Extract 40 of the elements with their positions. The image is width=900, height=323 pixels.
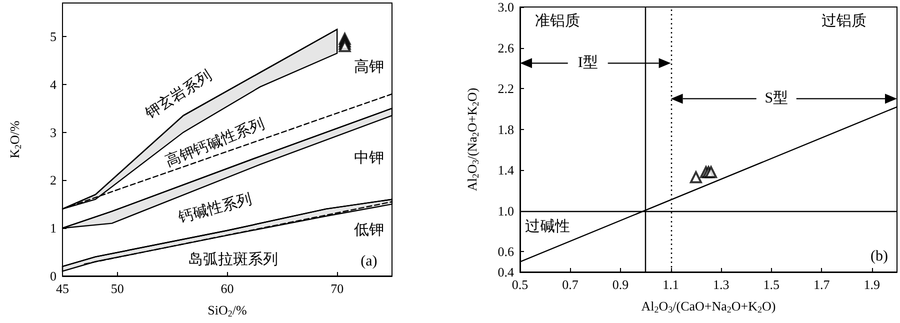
x-tick-label: 0.5	[512, 277, 528, 292]
annotation: (a)	[360, 254, 378, 270]
y-tick-label: 3.0	[498, 0, 514, 14]
x-tick-label: 45	[56, 281, 69, 296]
annotation: 低钾	[354, 222, 384, 238]
y-tick-label: 4	[50, 76, 57, 92]
annotation: I型	[578, 54, 598, 72]
y-tick-label: 0	[50, 268, 56, 284]
y-tick-label: 2	[50, 172, 56, 188]
y-axis-title: K2O/%	[7, 120, 23, 158]
x-tick-label: 1.3	[712, 277, 730, 292]
x-tick-label: 1.1	[662, 277, 679, 292]
y-tick-label: 2.2	[498, 81, 514, 96]
annotation: 岛弧拉斑系列	[188, 251, 278, 268]
annotation: 高钾	[354, 58, 384, 76]
x-tick-label: 0.9	[612, 277, 629, 292]
y-tick-label: 5	[50, 29, 56, 44]
annotation: S型	[764, 90, 788, 107]
x-tick-label: 1.7	[813, 277, 830, 292]
y-tick-label: 1.4	[498, 162, 514, 178]
x-tick-label: 0.7	[562, 277, 579, 292]
annotation: 准铝质	[535, 12, 580, 30]
x-tick-label: 50	[110, 281, 124, 296]
annotation: 过碱性	[525, 218, 570, 236]
x-tick-label: 70	[330, 281, 344, 296]
y-tick-label: 0.6	[498, 244, 514, 260]
x-tick-label: 60	[220, 281, 234, 296]
annotation: 中钾	[354, 150, 384, 167]
y-tick-label: 1	[50, 220, 56, 236]
y-tick-label: 1.0	[498, 203, 514, 218]
annotation: (b)	[870, 248, 888, 265]
x-tick-label: 1.9	[864, 277, 880, 292]
x-tick-label: 1.5	[763, 277, 780, 292]
y-tick-label: 0.4	[498, 264, 514, 280]
text: Al2O3/(Na2O+K2O)	[464, 88, 480, 192]
y-tick-label: 1.8	[498, 122, 514, 137]
annotation: 钙碱性系列	[176, 190, 254, 227]
y-tick-label: 3	[50, 124, 56, 140]
y-tick-label: 2.6	[498, 40, 514, 56]
annotation: 过铝质	[822, 12, 867, 30]
